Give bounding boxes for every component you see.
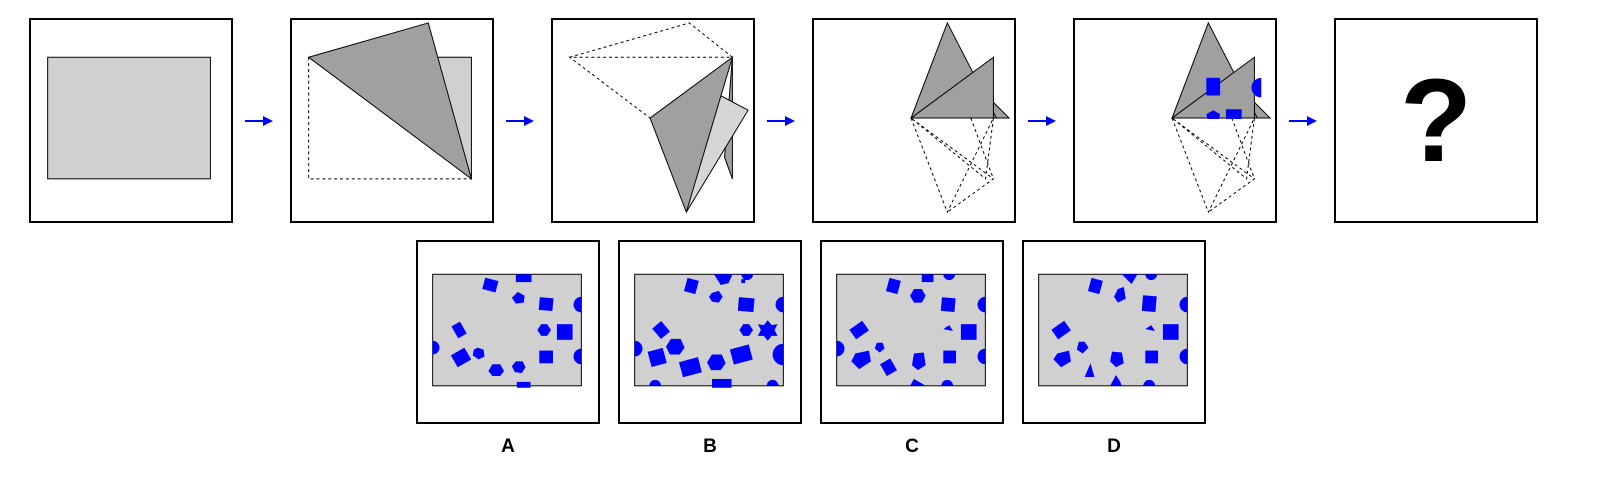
step-3-panel — [551, 18, 755, 223]
option-b-label[interactable]: B — [703, 436, 717, 457]
question-mark: ? — [1399, 54, 1473, 187]
step-5-panel — [1073, 18, 1277, 223]
step-4-panel — [812, 18, 1016, 223]
option-d-panel[interactable] — [1022, 240, 1206, 424]
rectangle-hole — [1225, 109, 1242, 120]
option-b-panel[interactable] — [618, 240, 802, 424]
option-b-paper — [634, 273, 784, 388]
option-d-paper — [1038, 273, 1188, 387]
arrow-icon — [245, 116, 273, 126]
option-a-panel[interactable] — [416, 240, 600, 424]
question-panel: ? — [1334, 18, 1538, 223]
option-a-label[interactable]: A — [501, 436, 515, 457]
step-1-panel — [29, 18, 233, 223]
option-d-label[interactable]: D — [1107, 436, 1121, 457]
step-2-panel — [290, 18, 494, 223]
punched-fold — [1170, 21, 1272, 214]
arrow-icon — [767, 116, 795, 126]
pentagon-hole — [1206, 110, 1221, 120]
option-c-paper — [836, 273, 986, 387]
third-fold — [909, 21, 1011, 214]
option-a-paper — [432, 273, 582, 388]
arrow-icon — [1289, 116, 1317, 126]
circle-hole — [1251, 77, 1262, 98]
option-c-label[interactable]: C — [905, 436, 919, 457]
arrow-icon — [1028, 116, 1056, 126]
arrow-icon — [506, 116, 534, 126]
unfolded-paper — [47, 56, 211, 180]
square-hole — [1206, 77, 1221, 96]
second-fold — [568, 22, 749, 214]
option-c-panel[interactable] — [820, 240, 1004, 424]
first-fold — [307, 22, 473, 181]
